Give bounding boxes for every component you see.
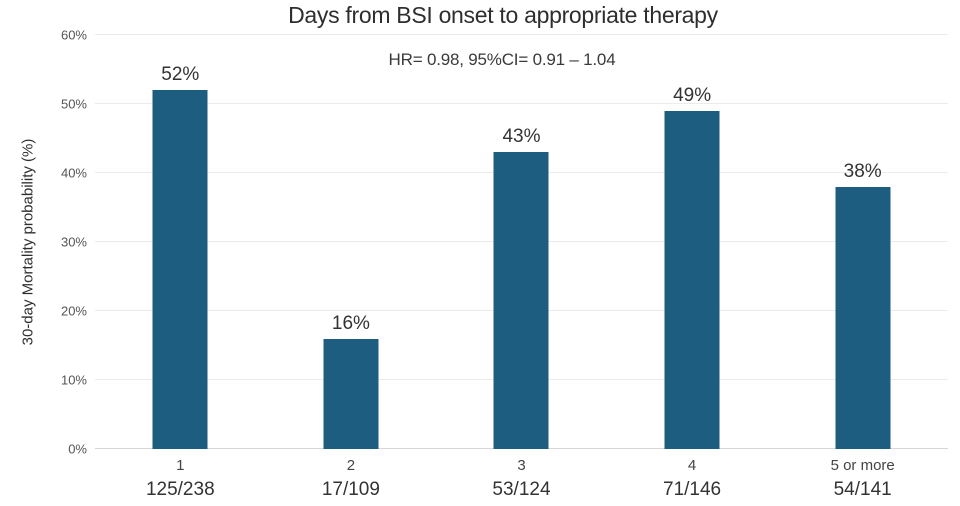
x-category-label: 3 xyxy=(517,457,526,474)
gridline-60% xyxy=(95,34,948,35)
y-tick-label-50%: 50% xyxy=(60,96,87,112)
x-count-label: 54/141 xyxy=(833,479,892,500)
x-category-label: 4 xyxy=(687,457,697,474)
x-category-label: 2 xyxy=(346,457,356,474)
x-count-label: 125/238 xyxy=(145,479,215,500)
y-tick-label-20%: 20% xyxy=(60,303,87,319)
y-axis-title: 30-day Mortality probability (%) xyxy=(19,138,37,346)
y-tick-label-30%: 30% xyxy=(60,234,87,250)
bar-value-label: 16% xyxy=(331,312,370,334)
chart-title: Days from BSI onset to appropriate thera… xyxy=(288,2,718,28)
y-tick-label-40%: 40% xyxy=(60,165,87,181)
y-tick-label-10%: 10% xyxy=(60,372,87,388)
bar-group-2: 16% 2 17/109 xyxy=(266,35,437,499)
bar-group-5-or-more: 38% 5 or more 54/141 xyxy=(777,35,948,499)
x-category-label: 1 xyxy=(176,457,185,474)
bar xyxy=(493,152,549,449)
bar xyxy=(152,90,208,449)
x-count-label: 71/146 xyxy=(663,479,722,500)
bars-row: 52% 1 125/238 16% 2 17/109 43% 3 53/124 49% 4 71/14… xyxy=(95,35,948,499)
gridline-50% xyxy=(95,103,948,104)
bar xyxy=(323,338,379,449)
y-tick-label-60%: 60% xyxy=(60,27,87,43)
plot-area: 0% 10% 20% 30% 40% 50% 60% 52% 1 125/238 16% 2 17/10… xyxy=(61,29,948,499)
chart-subtitle: HR= 0.98, 95%CI= 0.91 – 1.04 xyxy=(388,50,616,69)
x-count-label: 17/109 xyxy=(321,479,380,500)
bar-value-label: 52% xyxy=(161,64,200,86)
bar-value-label: 49% xyxy=(673,84,712,106)
y-tick-label-0%: 0% xyxy=(68,441,87,457)
bar-group-1: 52% 1 125/238 xyxy=(95,35,266,499)
bar-value-label: 43% xyxy=(502,126,541,148)
bar xyxy=(664,110,720,449)
bar-group-3: 43% 3 53/124 xyxy=(436,35,607,499)
x-count-label: 53/124 xyxy=(492,479,551,500)
bar xyxy=(835,186,891,449)
x-category-label: 5 or more xyxy=(830,457,895,474)
bar-group-4: 49% 4 71/146 xyxy=(607,35,778,499)
bar-value-label: 38% xyxy=(843,160,882,182)
